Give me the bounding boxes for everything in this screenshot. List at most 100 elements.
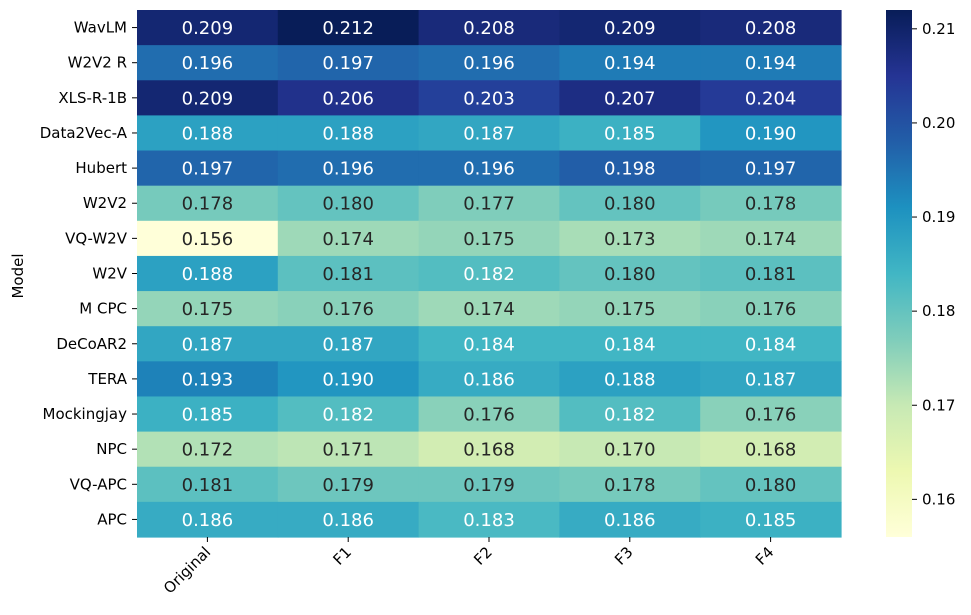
column-tick-label: F4 — [752, 543, 778, 569]
cell-value-label: 0.193 — [182, 369, 234, 390]
heatmap-cell — [277, 80, 420, 116]
heatmap-cell — [700, 361, 842, 398]
heatmap-cell — [137, 80, 279, 116]
heatmap-cell — [277, 185, 420, 222]
heatmap-cell — [137, 466, 279, 503]
cell-value-label: 0.187 — [322, 334, 374, 355]
heatmap-cell — [559, 361, 701, 398]
colorbar-tick-label: 0.20 — [922, 114, 955, 132]
cell-value-label: 0.168 — [745, 440, 797, 461]
column-tick-label: F3 — [611, 543, 637, 569]
heatmap-cell — [277, 10, 420, 46]
heatmap-cell — [137, 431, 279, 468]
heatmap-cell — [137, 396, 279, 433]
heatmap-cell — [137, 115, 279, 152]
cell-value-label: 0.156 — [182, 229, 234, 250]
row-tick-label: W2V2 R — [68, 54, 127, 72]
heatmap-cell — [559, 466, 701, 503]
cell-value-label: 0.182 — [463, 264, 515, 285]
row-tick-label: VQ-APC — [70, 475, 127, 493]
heatmap-cell — [559, 115, 701, 152]
heatmap-cell — [559, 431, 701, 468]
cell-value-label: 0.188 — [322, 123, 374, 144]
cell-value-label: 0.212 — [322, 18, 374, 39]
row-tick-label: NPC — [96, 440, 127, 458]
cell-value-label: 0.184 — [463, 334, 515, 355]
row-tick-label: W2V — [92, 265, 127, 283]
heatmap-cell — [559, 45, 701, 81]
cell-value-label: 0.179 — [322, 475, 374, 496]
cell-value-label: 0.209 — [182, 18, 234, 39]
heatmap-cell — [559, 396, 701, 433]
cell-value-label: 0.197 — [322, 53, 374, 74]
cell-value-label: 0.176 — [745, 405, 797, 426]
cell-value-label: 0.203 — [463, 88, 515, 109]
cell-value-label: 0.209 — [182, 88, 234, 109]
cell-value-label: 0.180 — [745, 475, 797, 496]
cell-value-label: 0.170 — [604, 440, 656, 461]
cell-value-label: 0.174 — [463, 299, 515, 320]
heatmap-cell — [418, 10, 560, 46]
row-tick-label: WavLM — [74, 19, 127, 37]
heatmap-cell — [559, 185, 701, 222]
heatmap-cell — [137, 361, 279, 398]
cell-value-label: 0.176 — [463, 405, 515, 426]
row-tick-label: XLS-R-1B — [58, 89, 127, 107]
colorbar-tick-label: 0.17 — [922, 396, 955, 414]
heatmap-cell — [418, 431, 560, 468]
cell-value-label: 0.186 — [463, 369, 515, 390]
cell-value-label: 0.207 — [604, 88, 656, 109]
row-tick-label: W2V2 — [83, 194, 127, 212]
heatmap-cell — [700, 10, 842, 46]
colorbar-tick-label: 0.18 — [922, 302, 955, 320]
colorbar-tick-label: 0.19 — [922, 208, 955, 226]
cell-value-label: 0.173 — [604, 229, 656, 250]
cell-value-label: 0.186 — [604, 510, 656, 531]
cell-value-label: 0.177 — [463, 194, 515, 215]
heatmap-cell — [559, 10, 701, 46]
cell-value-label: 0.178 — [604, 475, 656, 496]
heatmap-cell — [559, 501, 701, 538]
cell-value-label: 0.184 — [604, 334, 656, 355]
heatmap-cell — [277, 115, 420, 152]
cell-value-label: 0.181 — [322, 264, 374, 285]
heatmap-cell — [418, 45, 560, 81]
heatmap-cell — [137, 150, 279, 187]
cell-value-label: 0.186 — [322, 510, 374, 531]
cell-value-label: 0.197 — [745, 159, 797, 180]
cell-value-label: 0.185 — [604, 123, 656, 144]
cell-value-label: 0.172 — [182, 440, 234, 461]
cell-value-label: 0.208 — [463, 18, 515, 39]
cell-value-label: 0.180 — [604, 264, 656, 285]
heatmap-cell — [559, 80, 701, 116]
cell-value-label: 0.181 — [745, 264, 797, 285]
heatmap-cell — [277, 150, 420, 187]
cell-value-label: 0.184 — [745, 334, 797, 355]
row-tick-labels: WavLM W2V2 R XLS-R-1B Data2Vec-A Hubert W2V2 V… — [40, 19, 137, 528]
heatmap-cells: 0.209 0.212 0.208 0.209 0.208 0.196 0.197 0.196… — [137, 10, 842, 538]
heatmap-cell — [700, 150, 842, 187]
heatmap-cell — [700, 80, 842, 116]
cell-value-label: 0.196 — [322, 159, 374, 180]
heatmap-cell — [418, 361, 560, 398]
cell-value-label: 0.185 — [745, 510, 797, 531]
row-tick-label: Hubert — [75, 159, 127, 177]
cell-value-label: 0.178 — [182, 194, 234, 215]
y-axis-title: Model — [9, 253, 27, 298]
heatmap-cell — [277, 396, 420, 433]
heatmap-cell — [137, 255, 279, 292]
cell-value-label: 0.174 — [322, 229, 374, 250]
heatmap-cell — [418, 185, 560, 222]
cell-value-label: 0.196 — [463, 159, 515, 180]
cell-value-label: 0.174 — [745, 229, 797, 250]
cell-value-label: 0.178 — [745, 194, 797, 215]
heatmap-cell — [559, 220, 701, 257]
column-tick-label: Original — [160, 543, 214, 597]
heatmap-cell — [418, 115, 560, 152]
cell-value-label: 0.183 — [463, 510, 515, 531]
heatmap-cell — [137, 10, 279, 46]
cell-value-label: 0.198 — [604, 159, 656, 180]
heatmap-cell — [559, 255, 701, 292]
row-tick-label: APC — [97, 510, 127, 528]
